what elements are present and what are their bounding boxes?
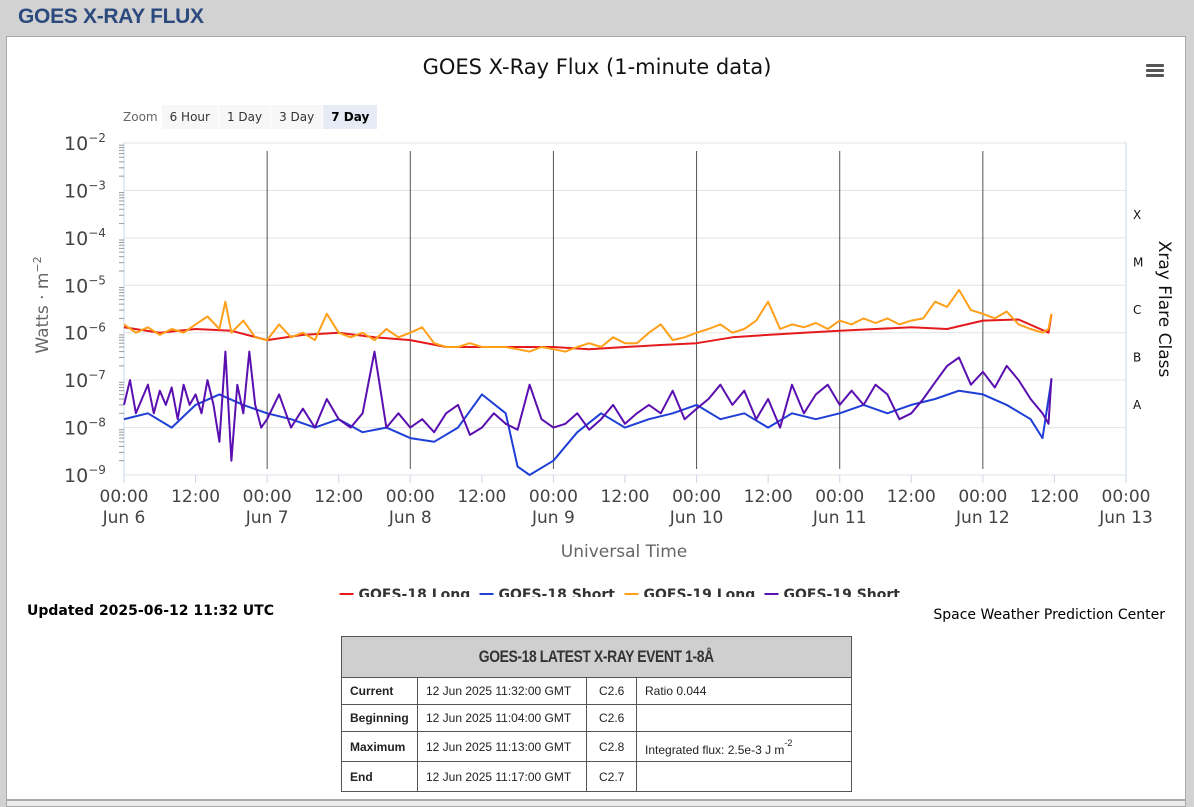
x-tick-time: 12:00 <box>457 487 506 507</box>
y-tick-label: 10−8 <box>64 416 106 440</box>
x-axis-label: Universal Time <box>561 542 687 562</box>
y-tick-label: 10−9 <box>64 463 106 487</box>
row-label: Beginning <box>341 704 418 732</box>
x-tick-time: 00:00 <box>815 487 864 507</box>
zoom-label: Zoom <box>123 110 158 124</box>
zoom-3-day-button[interactable]: 3 Day <box>271 105 323 129</box>
x-tick-time: 00:00 <box>1102 487 1151 507</box>
x-tick-date: Jun 8 <box>388 508 432 528</box>
row-time: 12 Jun 2025 11:17:00 GMT <box>417 761 587 792</box>
row-label: Maximum <box>341 731 418 762</box>
x-tick-time: 12:00 <box>171 487 220 507</box>
flare-class-label: X <box>1133 208 1141 222</box>
table-row: Current 12 Jun 2025 11:32:00 GMT C2.6 Ra… <box>341 677 852 705</box>
y-tick-label: 10−7 <box>64 368 106 392</box>
x-tick-date: Jun 9 <box>531 508 575 528</box>
y-tick-label: 10−2 <box>64 131 106 155</box>
row-time: 12 Jun 2025 11:13:00 GMT <box>417 731 587 762</box>
row-class: C2.6 <box>586 704 637 732</box>
integrated-flux-exponent: -2 <box>784 737 793 748</box>
x-tick-date: Jun 6 <box>102 508 146 528</box>
row-time: 12 Jun 2025 11:04:00 GMT <box>417 704 587 732</box>
x-tick-date: Jun 13 <box>1098 508 1153 528</box>
x-tick-time: 00:00 <box>100 487 149 507</box>
y-axis-label: Watts · m−2 <box>31 256 53 353</box>
hamburger-menu-icon[interactable] <box>1146 64 1164 78</box>
y-tick-label: 10−6 <box>64 321 106 345</box>
x-tick-time: 00:00 <box>243 487 292 507</box>
flare-class-axis-label: Xray Flare Class <box>1154 241 1174 378</box>
row-extra <box>636 704 852 732</box>
row-label: Current <box>341 677 418 705</box>
table-row: Beginning 12 Jun 2025 11:04:00 GMT C2.6 <box>341 704 852 732</box>
table-row: End 12 Jun 2025 11:17:00 GMT C2.7 <box>341 761 852 792</box>
chart-legend: GOES-18 Long GOES-18 Short GOES-19 Long GOE… <box>339 587 901 597</box>
page-title: GOES X-RAY FLUX <box>18 5 204 28</box>
grid-layer <box>123 142 1127 476</box>
x-tick-date: Jun 10 <box>669 508 724 528</box>
bottom-scroll-strip <box>6 800 1186 807</box>
x-tick-time: 12:00 <box>1030 487 1079 507</box>
legend-item: GOES-19 Short <box>784 587 901 597</box>
legend-item: GOES-18 Long <box>359 587 471 597</box>
chart-title: GOES X-Ray Flux (1-minute data) <box>423 55 772 79</box>
row-label: End <box>341 761 418 792</box>
row-extra <box>636 761 852 792</box>
y-tick-label: 10−5 <box>64 273 106 297</box>
event-table-title: GOES-18 LATEST X-RAY EVENT 1-8Å <box>341 636 852 678</box>
x-tick-time: 12:00 <box>887 487 936 507</box>
x-tick-date: Jun 12 <box>955 508 1010 528</box>
zoom-selector: Zoom 6 Hour 1 Day 3 Day 7 Day <box>121 105 378 129</box>
latest-xray-event-table: GOES-18 LATEST X-RAY EVENT 1-8Å Current … <box>341 636 852 792</box>
y-tick-label: 10−4 <box>64 226 106 250</box>
series-line-goes-19-long <box>123 288 1053 353</box>
x-tick-date: Jun 11 <box>812 508 867 528</box>
x-tick-time: 12:00 <box>314 487 363 507</box>
zoom-7-day-button[interactable]: 7 Day <box>323 105 378 129</box>
row-class: C2.8 <box>586 731 637 762</box>
flare-class-label: C <box>1133 303 1141 317</box>
row-extra: Integrated flux: 2.5e-3 J m-2 <box>636 731 852 762</box>
flare-class-label: B <box>1133 350 1141 364</box>
legend-item: GOES-19 Long <box>644 587 756 597</box>
x-tick-time: 12:00 <box>744 487 793 507</box>
x-tick-time: 00:00 <box>386 487 435 507</box>
row-time: 12 Jun 2025 11:32:00 GMT <box>417 677 587 705</box>
series-line-goes-19-short <box>123 350 1053 462</box>
table-row: Maximum 12 Jun 2025 11:13:00 GMT C2.8 In… <box>341 731 852 762</box>
series-line-goes-18-long <box>123 314 1053 351</box>
x-tick-time: 00:00 <box>529 487 578 507</box>
row-class: C2.6 <box>586 677 637 705</box>
x-tick-time: 00:00 <box>958 487 1007 507</box>
y-tick-label: 10−3 <box>64 178 106 202</box>
integrated-flux-text: Integrated flux: 2.5e-3 J m <box>645 742 785 757</box>
legend-item: GOES-18 Short <box>499 587 616 597</box>
xray-flux-chart[interactable]: GOES X-Ray Flux (1-minute data) 10−2 10−3… <box>7 37 1187 597</box>
x-tick-date: Jun 7 <box>245 508 289 528</box>
row-extra: Ratio 0.044 <box>636 677 852 705</box>
flare-class-label: M <box>1133 256 1143 270</box>
zoom-1-day-button[interactable]: 1 Day <box>218 105 271 129</box>
chart-panel: GOES X-Ray Flux (1-minute data) 10−2 10−3… <box>6 36 1186 800</box>
x-tick-time: 12:00 <box>601 487 650 507</box>
source-credit: Space Weather Prediction Center <box>933 607 1165 623</box>
x-tick-time: 00:00 <box>672 487 721 507</box>
updated-timestamp: Updated 2025-06-12 11:32 UTC <box>27 603 274 619</box>
row-class: C2.7 <box>586 761 637 792</box>
zoom-6-hour-button[interactable]: 6 Hour <box>161 105 218 129</box>
axis-layer: 10−210−310−410−510−610−710−810−900:00Jun… <box>64 131 1153 528</box>
series-layer <box>123 288 1053 476</box>
plot-border <box>123 142 1127 476</box>
flare-class-label: A <box>1133 398 1142 412</box>
